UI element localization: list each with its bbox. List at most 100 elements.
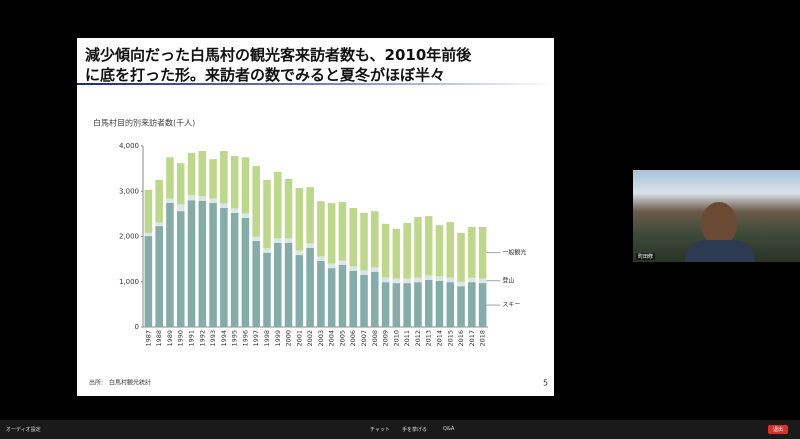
bar-segment [284, 238, 293, 243]
bar-segment [468, 226, 476, 278]
bar-segment [435, 276, 444, 281]
bar-segment [349, 266, 358, 271]
x-tick-label: 2000 [285, 330, 293, 347]
bar-segment [176, 163, 185, 205]
bar-segment [317, 201, 325, 257]
bar-segment [295, 188, 304, 251]
x-tick-label: 2008 [371, 330, 379, 347]
bar-segment [155, 179, 163, 223]
bar-segment [435, 225, 444, 277]
bar-segment [263, 179, 271, 249]
bar-segment [284, 179, 293, 239]
bar-segment [252, 241, 260, 327]
bar-segment [230, 155, 239, 209]
bar-segment [144, 189, 153, 233]
x-tick-label: 1996 [241, 330, 249, 347]
x-tick-label: 1993 [209, 330, 217, 347]
bar-segment [446, 277, 455, 283]
slide-title: 減少傾向だった白馬村の観光客来訪者数も、2010年前後 [85, 46, 472, 64]
bar-segment [414, 277, 422, 283]
bar-segment [273, 238, 282, 243]
bar-segment [155, 222, 163, 227]
x-tick-label: 2001 [295, 330, 303, 347]
bar-segment [457, 286, 465, 327]
bar-segment [198, 200, 207, 327]
slide-title: に底を打った形。来訪者の数でみると夏冬がほぼ半々 [85, 66, 446, 84]
bar-segment [392, 283, 401, 327]
bar-segment [403, 283, 411, 327]
bar-segment [306, 187, 314, 244]
bar-segment [144, 236, 153, 327]
bar-segment [295, 255, 304, 327]
bar-segment [241, 213, 250, 218]
bar-segment [187, 152, 196, 195]
bar-segment [327, 203, 336, 264]
bar-segment [241, 217, 250, 327]
leave-button[interactable]: 退出 [768, 425, 789, 434]
bar-segment [144, 232, 153, 237]
title-underline [77, 83, 554, 85]
bar-segment [424, 216, 433, 276]
bar-segment [230, 212, 239, 327]
x-tick-label: 2016 [457, 330, 465, 347]
bar-segment [306, 243, 314, 248]
bar-segment [392, 278, 401, 284]
bar-segment [349, 207, 358, 267]
raise-hand-button[interactable]: 手を挙げる [402, 427, 428, 433]
bar-segment [273, 242, 282, 327]
y-tick-label: 3,000 [119, 187, 139, 195]
audio-settings[interactable]: オーディオ設定 [6, 427, 41, 433]
bar-segment [209, 198, 217, 204]
bar-segment [317, 260, 325, 327]
bar-segment [273, 171, 282, 239]
x-tick-label: 1992 [198, 330, 206, 347]
x-tick-label: 1997 [252, 330, 260, 347]
x-tick-label: 1990 [177, 330, 185, 347]
bar-segment [338, 260, 347, 266]
bar-segment [220, 203, 228, 208]
bar-segment [166, 157, 174, 199]
bar-segment [327, 263, 336, 269]
y-tick-label: 1,000 [119, 278, 139, 286]
bar-segment [435, 280, 444, 327]
bar-segment [187, 200, 196, 327]
x-tick-label: 1989 [166, 330, 174, 347]
x-tick-label: 2006 [349, 330, 357, 347]
chat-button[interactable]: チャット [370, 427, 390, 433]
x-tick-label: 1998 [263, 330, 271, 347]
x-tick-label: 2005 [338, 330, 346, 347]
bar-segment [446, 222, 455, 278]
bar-segment [241, 157, 250, 214]
bar-segment [166, 198, 174, 204]
qa-button[interactable]: Q&A [443, 426, 455, 432]
bar-segment [381, 282, 390, 327]
bar-segment [424, 279, 433, 327]
video-tile[interactable]: 町田修 [633, 170, 800, 262]
chart: 白馬村目的別来訪者数(千人) 出所: 白馬村観光統計 5 0 1,000 2,000… [89, 118, 548, 388]
x-tick-label: 1995 [231, 330, 239, 347]
legend-label: 登山 [502, 276, 514, 284]
x-tick-label: 2004 [328, 330, 336, 347]
x-tick-label: 2002 [306, 330, 314, 347]
x-tick-label: 1987 [144, 330, 152, 347]
x-tick-label: 2010 [392, 330, 400, 347]
x-tick-label: 2007 [360, 330, 368, 347]
x-tick-label: 2015 [446, 330, 454, 347]
y-tick-label: 0 [135, 323, 139, 331]
page-number: 5 [543, 379, 548, 388]
x-tick-label: 1994 [220, 330, 228, 347]
bar-segment [209, 203, 217, 327]
bar-segment [403, 278, 411, 284]
bar-segment [360, 274, 368, 327]
slide: 減少傾向だった白馬村の観光客来訪者数も、2010年前後 に底を打った形。来訪者の… [77, 38, 554, 396]
bar-segment [457, 281, 465, 287]
bar-segment [371, 211, 379, 268]
x-tick-label: 2009 [382, 330, 390, 347]
source: 出所: 白馬村観光統計 [89, 379, 151, 387]
x-tick-label: 2013 [425, 330, 433, 347]
bar-segment [306, 247, 314, 327]
bar-segment [166, 203, 174, 327]
y-axis-label: 白馬村目的別来訪者数(千人) [93, 118, 195, 128]
bar-segment [360, 270, 368, 275]
bar-segment [220, 207, 228, 327]
